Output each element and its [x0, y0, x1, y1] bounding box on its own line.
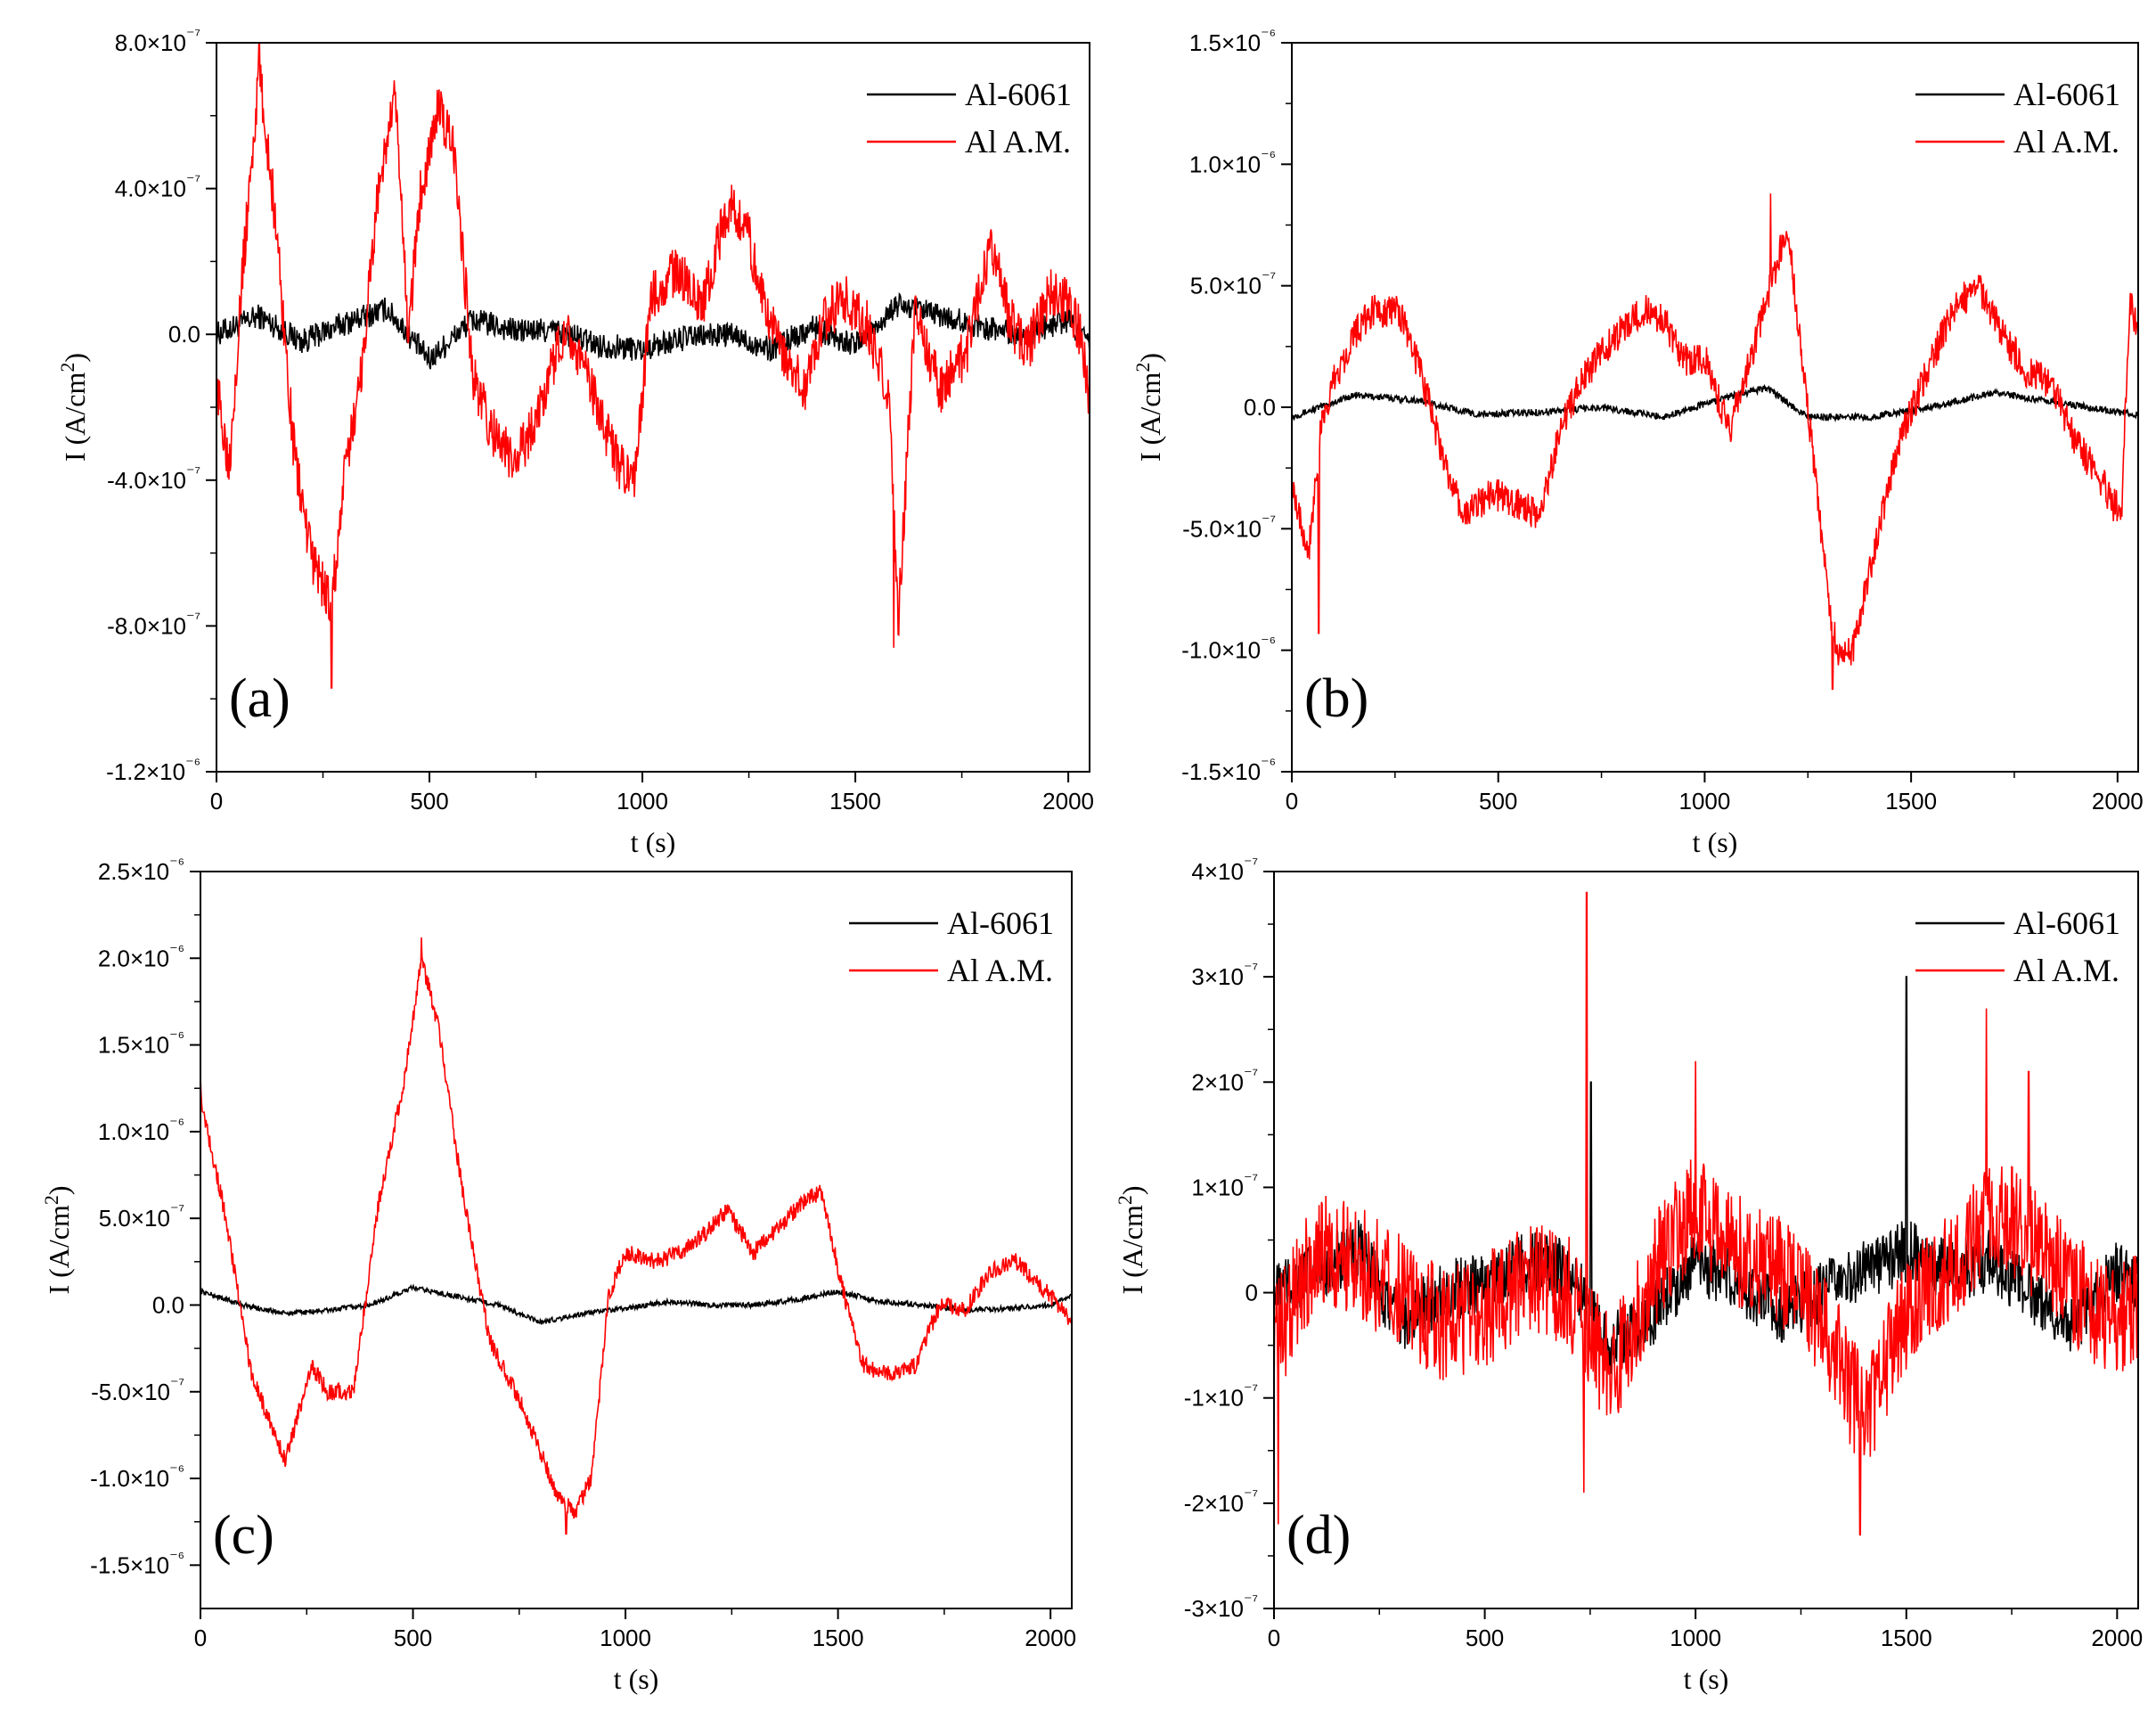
- y-tick-label: -8.0×10⁻⁷: [107, 609, 200, 639]
- y-tick-label: -1.0×10⁻⁶: [90, 1461, 184, 1492]
- y-tick-label: 8.0×10⁻⁷: [115, 26, 200, 56]
- y-tick-label: 0.0: [1244, 394, 1276, 421]
- x-tick-label: 0: [194, 1625, 207, 1651]
- plot-frame: [216, 42, 1090, 773]
- y-tick-label: 4.0×10⁻⁷: [115, 172, 200, 202]
- y-tick-label: -1.0×10⁻⁶: [1181, 634, 1276, 664]
- x-tick-label: 1000: [1678, 788, 1730, 814]
- y-tick-label: 2×10⁻⁷: [1191, 1065, 1258, 1095]
- y-tick-label: 0.0: [152, 1291, 184, 1318]
- y-axis-label: I (A/cm2): [56, 353, 91, 462]
- panel-label: (c): [213, 1505, 274, 1566]
- legend-label-alam: Al A.M.: [965, 124, 1071, 160]
- y-tick-label: 1.0×10⁻⁶: [1189, 147, 1276, 177]
- y-tick-label: 5.0×10⁻⁷: [99, 1201, 184, 1232]
- x-tick-label: 500: [394, 1625, 432, 1651]
- x-tick-label: 1000: [1670, 1625, 1721, 1651]
- legend-label-al6061: Al-6061: [2013, 77, 2120, 112]
- x-tick-label: 1000: [600, 1625, 651, 1651]
- y-tick-label: 5.0×10⁻⁷: [1190, 269, 1276, 299]
- chart-panel-4: 0 500 1000 1500 2000 -3×10⁻⁷ -2×10⁻⁷ -1×10⁻⁷ 0 1×…: [1114, 855, 2143, 1695]
- y-tick-label: 1.5×10⁻⁶: [1189, 26, 1276, 56]
- x-tick-label: 500: [1479, 788, 1517, 814]
- x-tick-label: 0: [1286, 788, 1298, 814]
- x-tick-label: 1500: [1881, 1625, 1932, 1651]
- legend-label-alam: Al A.M.: [2013, 953, 2119, 988]
- x-tick-label: 2000: [1042, 788, 1094, 814]
- legend-label-al6061: Al-6061: [947, 905, 1054, 941]
- series-line-al6061: [216, 291, 1090, 370]
- x-tick-label: 2000: [1025, 1625, 1076, 1651]
- y-tick-label: 1.5×10⁻⁶: [98, 1028, 184, 1059]
- series-line-alam: [200, 937, 1072, 1535]
- x-tick-label: 1000: [617, 788, 668, 814]
- y-tick-label: -3×10⁻⁷: [1184, 1592, 1258, 1622]
- x-tick-label: 500: [1466, 1625, 1504, 1651]
- y-axis-label: I (A/cm2): [1114, 1185, 1148, 1294]
- y-tick-label: 1.0×10⁻⁶: [98, 1115, 184, 1145]
- legend-label-al6061: Al-6061: [2013, 905, 2120, 941]
- legend-label-alam: Al A.M.: [947, 953, 1053, 988]
- x-tick-label: 2000: [2091, 1625, 2143, 1651]
- x-tick-label: 0: [210, 788, 223, 814]
- y-axis-label: I (A/cm2): [40, 1185, 75, 1294]
- y-tick-label: 1×10⁻⁷: [1191, 1170, 1258, 1200]
- panel-label: (b): [1304, 668, 1368, 729]
- y-tick-label: 2.0×10⁻⁶: [98, 941, 184, 971]
- x-axis-label: t (s): [631, 826, 676, 858]
- x-axis-label: t (s): [1684, 1663, 1729, 1695]
- x-axis-label: t (s): [614, 1663, 659, 1695]
- y-tick-label: 2.5×10⁻⁶: [98, 855, 184, 885]
- x-axis-label: t (s): [1693, 826, 1738, 858]
- plot-frame: [200, 871, 1073, 1609]
- x-tick-label: 500: [410, 788, 448, 814]
- panel-label: (a): [229, 668, 290, 729]
- legend-label-al6061: Al-6061: [965, 77, 1072, 112]
- y-tick-label: -4.0×10⁻⁷: [107, 463, 200, 494]
- x-tick-label: 1500: [813, 1625, 864, 1651]
- series-line-alam: [216, 43, 1090, 689]
- y-tick-label: -1.5×10⁻⁶: [90, 1548, 184, 1578]
- y-tick-label: 0.0: [168, 321, 200, 348]
- y-tick-label: -1×10⁻⁷: [1184, 1381, 1258, 1412]
- y-tick-label: -5.0×10⁻⁷: [1182, 512, 1276, 542]
- y-tick-label: -1.2×10⁻⁶: [106, 755, 200, 785]
- y-tick-label: -2×10⁻⁷: [1184, 1486, 1258, 1517]
- y-tick-label: 4×10⁻⁷: [1191, 855, 1258, 885]
- legend-label-alam: Al A.M.: [2013, 124, 2119, 160]
- x-tick-label: 0: [1268, 1625, 1280, 1651]
- chart-panel-3: 0 500 1000 1500 2000 -1.5×10⁻⁶ -1.0×10⁻⁶ -5.0×1…: [40, 855, 1076, 1695]
- x-tick-label: 1500: [829, 788, 881, 814]
- chart-panel-2: 0 500 1000 1500 2000 -1.5×10⁻⁶ -1.0×10⁻⁶ -5.0×1…: [1131, 26, 2144, 858]
- panel-label: (d): [1286, 1505, 1351, 1566]
- y-tick-label: 0: [1245, 1280, 1258, 1306]
- x-tick-label: 1500: [1885, 788, 1937, 814]
- y-tick-label: -1.5×10⁻⁶: [1181, 755, 1276, 785]
- series-line-al6061: [200, 1283, 1072, 1325]
- series-line-alam: [1292, 193, 2138, 691]
- y-tick-label: -5.0×10⁻⁷: [91, 1375, 184, 1405]
- series-line-al6061: [1274, 976, 2138, 1374]
- plot-frame: [1291, 42, 2139, 773]
- x-tick-label: 2000: [2092, 788, 2144, 814]
- chart-panel-1: 0 500 1000 1500 2000 -1.2×10⁻⁶ -8.0×10⁻⁷ -4.0×1…: [56, 26, 1094, 858]
- y-axis-label: I (A/cm2): [1131, 353, 1166, 462]
- series-line-alam: [1274, 891, 2138, 1536]
- y-tick-label: 3×10⁻⁷: [1191, 960, 1258, 990]
